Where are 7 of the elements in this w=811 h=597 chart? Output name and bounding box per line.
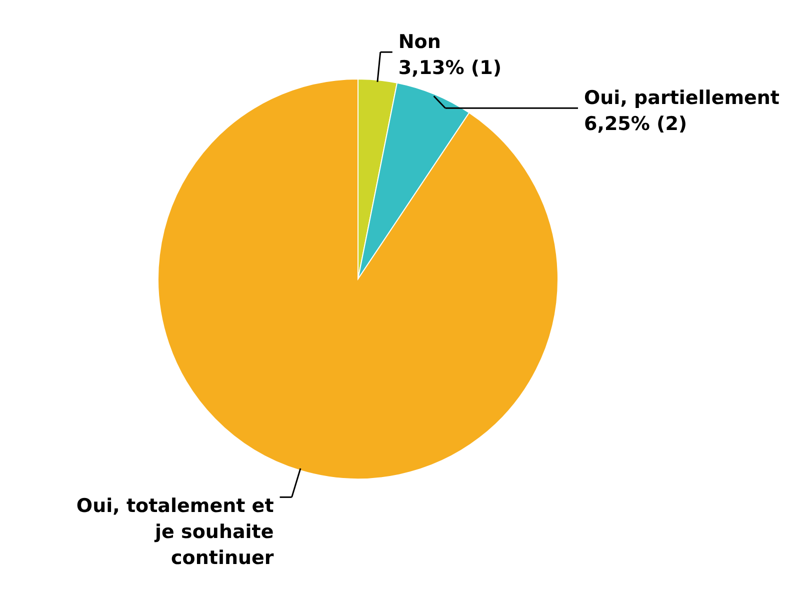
- data-label: 3,13% (1): [398, 57, 502, 80]
- slice-label: Non: [398, 31, 441, 54]
- slice-label: Oui, partiellement: [584, 87, 780, 110]
- data-label: 6,25% (2): [584, 113, 688, 136]
- pie-slice: [358, 82, 470, 280]
- slice-label: Oui, totalement et je souhaite continuer: [76, 495, 274, 570]
- pie-slice: [158, 78, 558, 480]
